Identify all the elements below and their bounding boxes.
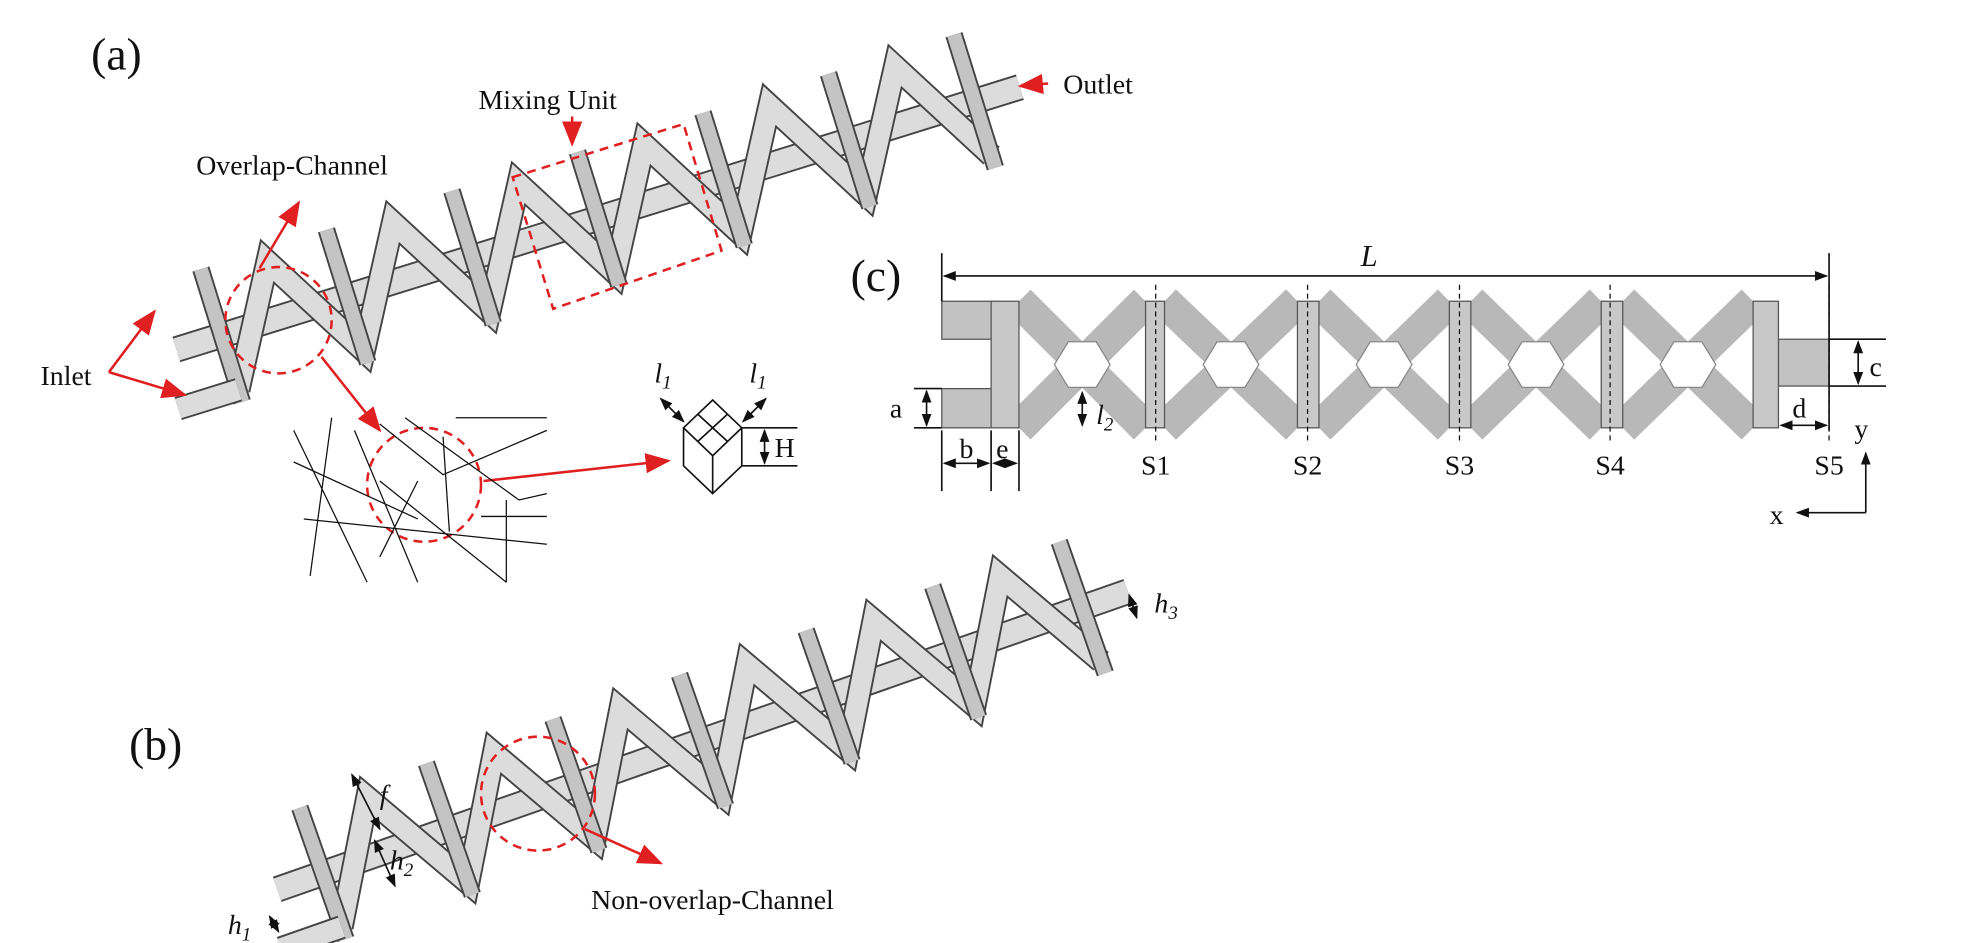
dimension-label: d (1792, 394, 1806, 425)
cube-icon (659, 397, 798, 495)
annotation: Inlet (41, 361, 92, 392)
annotation: Non-overlap-Channel (591, 885, 834, 916)
channel-wall (570, 149, 626, 287)
dimension-label: e (996, 434, 1008, 465)
axis-label: y (1854, 414, 1868, 445)
dimension-label: h3 (1154, 589, 1177, 624)
plan-block (1144, 300, 1166, 429)
channel-drawings (172, 32, 1133, 943)
dimension-label: c (1870, 352, 1882, 383)
section-label: S1 (1141, 451, 1170, 482)
dimension-label: a (890, 394, 902, 425)
panel-label: (c) (851, 250, 902, 301)
panel-label: (b) (129, 718, 182, 769)
wireframe-inset (293, 417, 548, 583)
section-label: S5 (1814, 451, 1843, 482)
plan-block (941, 300, 994, 340)
dimension-label: l1 (654, 358, 671, 393)
channel-wall (672, 672, 733, 809)
section-label: S3 (1445, 451, 1474, 482)
channel-wall (1052, 539, 1112, 676)
dimension-lines (268, 593, 1138, 934)
dimension-lines (913, 253, 1887, 518)
channel-wall (926, 583, 986, 720)
channel-wall (419, 761, 479, 898)
plan-block (990, 300, 1020, 429)
plan-block (1600, 300, 1624, 429)
plan-block (1777, 338, 1830, 387)
channel-wall (194, 266, 249, 404)
channel-wall (319, 227, 375, 365)
plan-hole (1202, 341, 1260, 388)
channel-body (175, 380, 242, 419)
annotation: Mixing Unit (478, 85, 617, 116)
annotation-arrows (107, 73, 1049, 865)
annotation: Overlap-Channel (196, 151, 388, 182)
section-labels: S1 S2 S3 S4 S5 (1141, 451, 1844, 482)
dimension-label: l2 (1096, 400, 1114, 435)
dimension-label: f (380, 780, 391, 811)
channel-wall (445, 188, 500, 326)
dimension-label: b (959, 434, 973, 465)
section-label: S2 (1293, 451, 1322, 482)
channel-wall (799, 628, 859, 765)
plan-block (941, 387, 994, 429)
dimension-label: l1 (749, 358, 766, 393)
plan-hole (1659, 341, 1717, 388)
annotation: Outlet (1063, 70, 1133, 101)
plan-view (941, 284, 1830, 444)
plan-hole (1355, 341, 1413, 388)
dimension-label: H (775, 433, 795, 464)
channel-wall (947, 32, 1002, 170)
channel-body (331, 557, 1108, 930)
dimension-label: L (1360, 239, 1378, 273)
plan-hole (1053, 341, 1111, 388)
plan-block (1752, 300, 1780, 429)
channel-wall (696, 110, 751, 248)
dimension-label: h1 (228, 910, 251, 943)
section-label: S4 (1595, 451, 1624, 482)
plan-hole (1507, 341, 1565, 388)
axis-label: x (1770, 500, 1784, 531)
channel-body (277, 917, 345, 943)
panel-label: (a) (91, 29, 142, 80)
channel-wall (821, 71, 877, 209)
